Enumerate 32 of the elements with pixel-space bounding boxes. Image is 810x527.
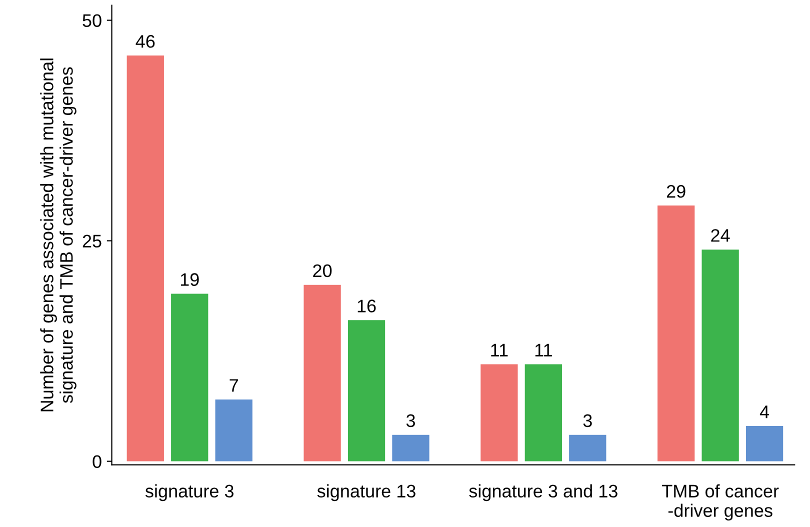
bar [658,205,695,462]
x-tick-label: signature 13 [317,484,416,502]
bar [171,294,208,462]
bar [348,320,386,462]
bar [392,434,430,462]
data-label: 11 [535,344,552,356]
data-label: 29 [666,184,686,198]
data-label: 3 [406,414,415,428]
data-label: 24 [711,229,730,242]
bar [215,400,252,462]
data-label: 19 [180,273,199,286]
data-label: 46 [136,35,155,48]
y-axis-title: Number of genes associated with mutational signature and TMB of cancer-driver genes [40,58,76,412]
y-tick-label: 25 [82,234,102,248]
y-tick-label: 50 [82,14,102,27]
x-tick-label: signature 3 [145,484,234,502]
bar [702,250,739,462]
bar [304,284,341,462]
data-label: 16 [358,300,376,312]
data-label: 4 [760,406,770,418]
x-tick-label: signature 3 and 13 [469,484,618,502]
bar [569,434,606,462]
data-label: 20 [313,264,332,278]
bar [746,426,784,462]
data-label: 7 [230,379,238,392]
bar [524,364,562,462]
data-label: 11 [491,344,508,356]
data-label: 3 [583,414,592,428]
y-tick-label: 0 [92,455,102,468]
bar [480,364,518,462]
bar [126,56,164,462]
x-tick-label: TMB of cancer -driver genes [662,484,779,521]
